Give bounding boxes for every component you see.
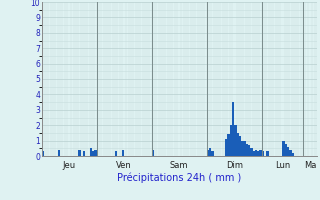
Bar	[122, 150, 124, 156]
Bar	[287, 147, 289, 156]
Bar	[246, 144, 248, 156]
Bar	[115, 151, 117, 156]
Bar	[230, 125, 232, 156]
Bar	[285, 144, 287, 156]
Bar	[83, 151, 85, 156]
Bar	[255, 150, 257, 156]
Bar	[234, 125, 236, 156]
Bar	[252, 151, 255, 156]
Bar	[244, 141, 246, 156]
Bar	[239, 136, 241, 156]
Bar	[94, 150, 97, 156]
Bar	[232, 102, 234, 156]
Bar	[78, 150, 81, 156]
Bar	[250, 148, 252, 156]
Bar	[92, 151, 94, 156]
Bar	[225, 139, 227, 156]
Bar	[282, 141, 285, 156]
Bar	[42, 151, 44, 156]
Bar	[260, 150, 262, 156]
Bar	[58, 150, 60, 156]
Bar	[266, 151, 269, 156]
Bar	[262, 151, 264, 156]
X-axis label: Précipitations 24h ( mm ): Précipitations 24h ( mm )	[117, 173, 241, 183]
Bar	[209, 148, 211, 156]
Bar	[90, 148, 92, 156]
Bar	[236, 133, 239, 156]
Bar	[152, 150, 154, 156]
Bar	[289, 150, 292, 156]
Bar	[211, 151, 214, 156]
Bar	[207, 150, 209, 156]
Bar	[241, 141, 244, 156]
Bar	[257, 151, 260, 156]
Bar	[248, 145, 250, 156]
Bar	[227, 134, 230, 156]
Bar	[292, 153, 294, 156]
